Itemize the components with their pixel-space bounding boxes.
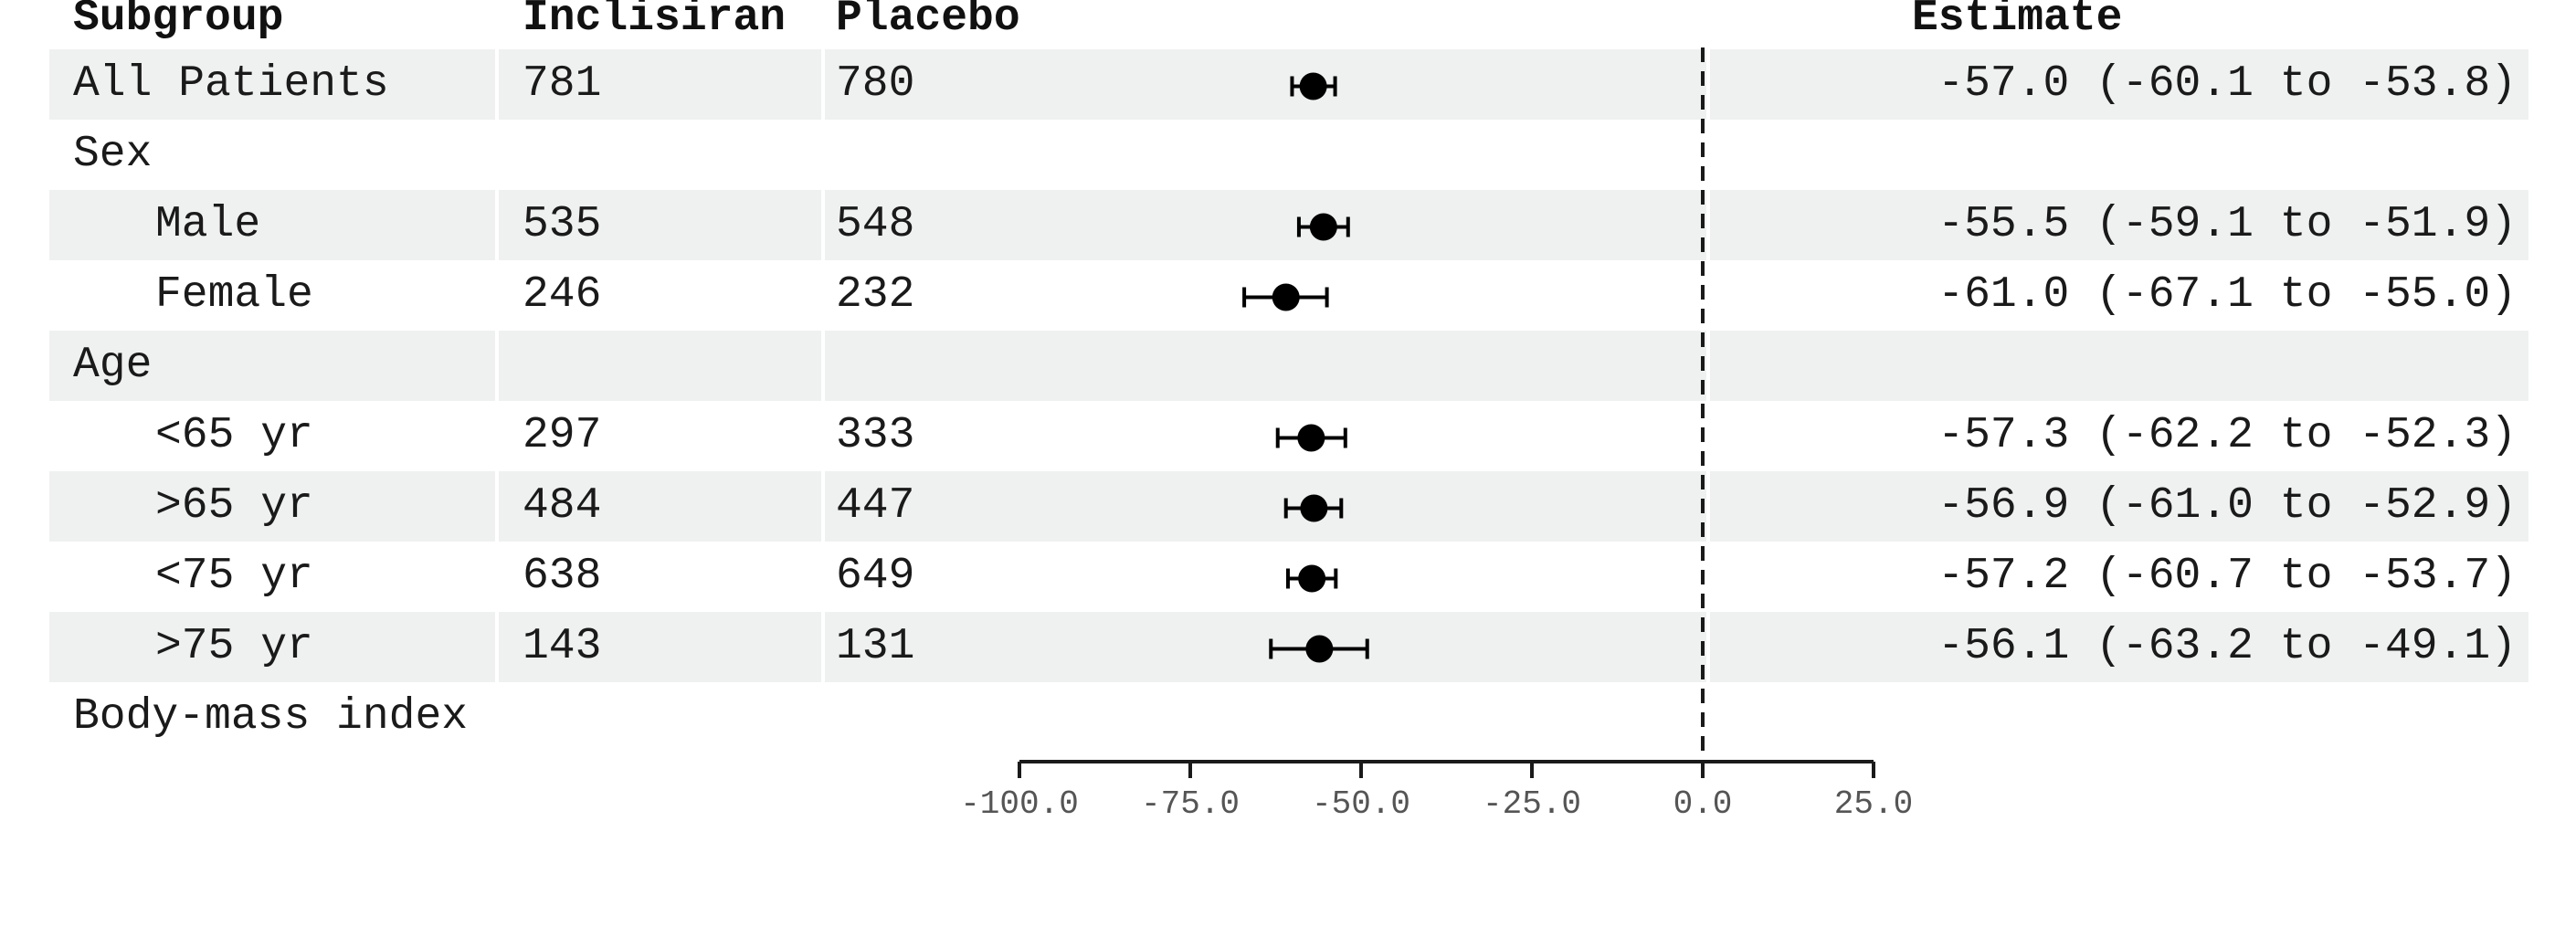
estimate-point — [1305, 635, 1334, 663]
placebo-count: 447 — [836, 481, 915, 531]
inclisiran-count: 246 — [523, 270, 602, 320]
row-label: <65 yr — [155, 411, 313, 460]
x-tick-label: -75.0 — [1141, 785, 1240, 823]
placebo-count: 649 — [836, 552, 915, 601]
header-estimate: Estimate — [1912, 0, 2123, 43]
placebo-count: 333 — [836, 411, 915, 460]
row-label: >75 yr — [155, 622, 313, 671]
row-label: Female — [155, 270, 313, 320]
estimate-point — [1309, 213, 1337, 241]
header-placebo: Placebo — [836, 0, 1020, 43]
estimate-point — [1272, 283, 1300, 311]
row-label: Sex — [73, 130, 153, 179]
inclisiran-count: 781 — [523, 59, 602, 109]
header-inclisiran: Inclisiran — [523, 0, 787, 43]
estimate-point — [1300, 494, 1328, 522]
estimate-value: -57.3 (-62.2 to -52.3) — [1937, 411, 2517, 460]
row-label: All Patients — [73, 59, 389, 109]
estimate-value: -61.0 (-67.1 to -55.0) — [1937, 270, 2517, 320]
estimate-value: -57.2 (-60.7 to -53.7) — [1937, 552, 2517, 601]
x-tick-label: 0.0 — [1673, 785, 1733, 823]
column-divider — [1706, 49, 1710, 683]
placebo-count: 780 — [836, 59, 915, 109]
inclisiran-count: 297 — [523, 411, 602, 460]
inclisiran-count: 638 — [523, 552, 602, 601]
row-label: Body-mass index — [73, 692, 469, 742]
table-row — [49, 331, 2528, 401]
estimate-value: -56.9 (-61.0 to -52.9) — [1937, 481, 2517, 531]
x-tick-label: 25.0 — [1834, 785, 1913, 823]
x-tick-label: -25.0 — [1483, 785, 1581, 823]
estimate-point — [1298, 564, 1326, 593]
inclisiran-count: 484 — [523, 481, 602, 531]
estimate-point — [1297, 424, 1325, 452]
row-label: <75 yr — [155, 552, 313, 601]
x-tick-label: -100.0 — [960, 785, 1079, 823]
placebo-count: 131 — [836, 622, 915, 671]
estimate-value: -57.0 (-60.1 to -53.8) — [1937, 59, 2517, 109]
inclisiran-count: 535 — [523, 200, 602, 249]
estimate-value: -56.1 (-63.2 to -49.1) — [1937, 622, 2517, 671]
row-label: Age — [73, 341, 153, 390]
inclisiran-count: 143 — [523, 622, 602, 671]
placebo-count: 548 — [836, 200, 915, 249]
estimate-point — [1299, 72, 1327, 100]
estimate-value: -55.5 (-59.1 to -51.9) — [1937, 200, 2517, 249]
table-row — [49, 190, 2528, 260]
table-row — [49, 49, 2528, 120]
column-divider — [821, 49, 825, 683]
placebo-count: 232 — [836, 270, 915, 320]
column-divider — [495, 49, 499, 683]
row-label: Male — [155, 200, 261, 249]
header-subgroup: Subgroup — [73, 0, 284, 43]
row-label: >65 yr — [155, 481, 313, 531]
x-tick-label: -50.0 — [1312, 785, 1410, 823]
